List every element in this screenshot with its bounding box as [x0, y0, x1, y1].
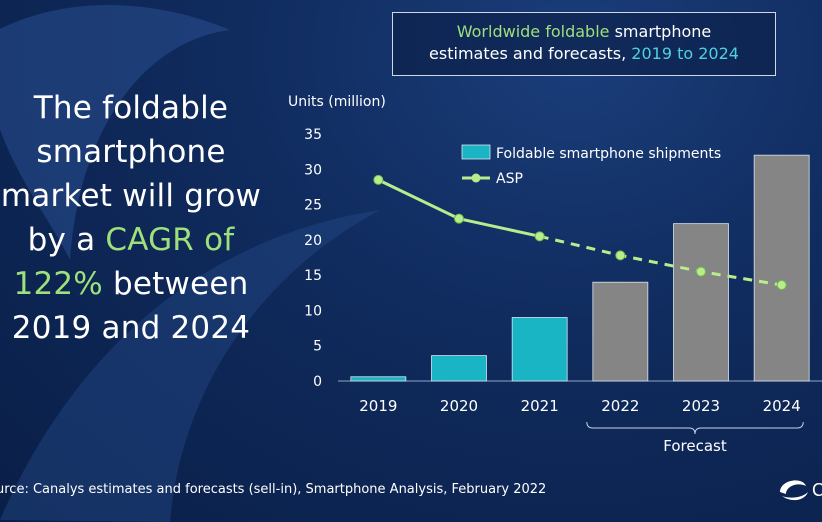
x-tick-label: 2021 — [521, 397, 559, 415]
headline-cagr-highlight: CAGR of — [105, 222, 235, 258]
chart-title-years: 2019 to 2024 — [631, 44, 739, 63]
headline-line-5: 122% between — [0, 262, 262, 306]
y-tick-label: 10 — [304, 303, 322, 319]
x-tick-label: 2020 — [440, 397, 478, 415]
chart-title-line-2: estimates and forecasts, 2019 to 2024 — [393, 43, 775, 65]
chart-title-line-1: Worldwide foldable smartphone — [393, 21, 775, 43]
x-tick-label: 2022 — [601, 397, 639, 415]
chart-title-rest: smartphone — [609, 22, 712, 41]
headline: The foldable smartphone market will grow… — [0, 86, 262, 350]
headline-line-1: The foldable — [33, 90, 229, 126]
y-tick-label: 0 — [313, 374, 322, 390]
logo-letter: C — [812, 480, 822, 500]
asp-point — [454, 213, 464, 224]
asp-point — [534, 231, 545, 242]
legend-swatch-shipments — [461, 144, 491, 160]
y-tick-label: 15 — [304, 268, 322, 284]
headline-line-4-text: by a — [27, 222, 106, 258]
forecast-bracket — [586, 421, 804, 435]
headline-line-4: by a CAGR of — [0, 218, 262, 262]
canalys-logo: C — [780, 480, 822, 501]
chart-title-subtitle: estimates and forecasts, — [429, 44, 632, 63]
asp-point — [696, 266, 706, 277]
y-tick-label: 25 — [304, 198, 322, 214]
forecast-label: Forecast — [663, 437, 727, 455]
asp-point — [776, 280, 787, 291]
legend-label-asp: ASP — [496, 171, 523, 187]
legend-label-shipments: Foldable smartphone shipments — [496, 146, 721, 162]
asp-point — [615, 250, 626, 261]
x-tick-label: 2019 — [359, 397, 397, 415]
chart-title-green: Worldwide foldable — [456, 22, 610, 41]
headline-line-2: smartphone — [36, 134, 226, 170]
bar — [673, 223, 729, 382]
x-tick-label: 2023 — [682, 397, 720, 415]
headline-percent-highlight: 122% — [13, 266, 103, 302]
headline-line-6: 2019 and 2024 — [11, 310, 251, 346]
bar — [592, 281, 649, 382]
bar — [753, 154, 810, 382]
bar — [511, 317, 568, 382]
y-tick-label: 5 — [313, 339, 322, 355]
asp-point — [373, 174, 384, 185]
y-axis-label: Units (million) — [288, 94, 386, 110]
asp-line-actual — [377, 178, 540, 238]
bar — [350, 376, 407, 382]
asp-line-forecast — [539, 234, 782, 287]
headline-line-5-text: between — [102, 266, 249, 302]
bar — [431, 355, 487, 382]
source-note: urce: Canalys estimates and forecasts (s… — [0, 482, 547, 497]
y-tick-label: 30 — [304, 162, 322, 178]
y-tick-label: 20 — [304, 233, 322, 249]
x-tick-label: 2024 — [763, 397, 801, 415]
chart-title-box: Worldwide foldable smartphone estimates … — [392, 12, 776, 76]
headline-line-3: market will grow — [0, 178, 262, 214]
legend-marker-asp — [471, 173, 481, 183]
y-tick-label: 35 — [304, 127, 322, 143]
